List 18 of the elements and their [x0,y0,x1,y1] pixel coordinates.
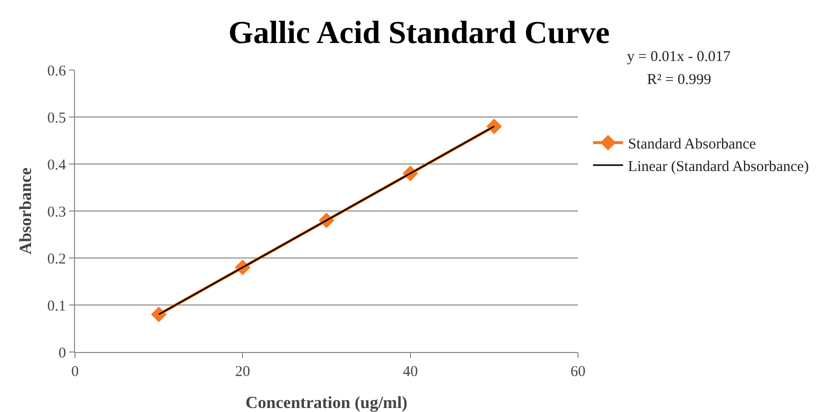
legend-label: Standard Absorbance [628,136,756,152]
x-tick-label: 20 [235,364,250,380]
x-tick-label: 40 [402,364,418,380]
y-tick-label: 0.2 [47,251,66,268]
x-axis-title: Concentration (ug/ml) [246,393,408,412]
x-tick-label: 60 [570,364,586,380]
y-tick-label: 0.6 [47,63,66,80]
y-tick-label: 0.5 [47,110,66,126]
y-tick-label: 0.4 [47,157,66,174]
chart-title: Gallic Acid Standard Curve [228,14,610,50]
y-tick-label: 0.1 [47,298,66,314]
y-tick-label: 0 [58,345,66,362]
y-axis-title: Absorbance [16,167,35,254]
x-tick-label: 0 [71,364,79,380]
legend-label: Linear (Standard Absorbance) [628,159,809,175]
y-tick-label: 0.3 [47,204,66,220]
text: R² = 0.999 [647,72,712,88]
text: y = 0.01x - 0.017 [627,49,731,65]
